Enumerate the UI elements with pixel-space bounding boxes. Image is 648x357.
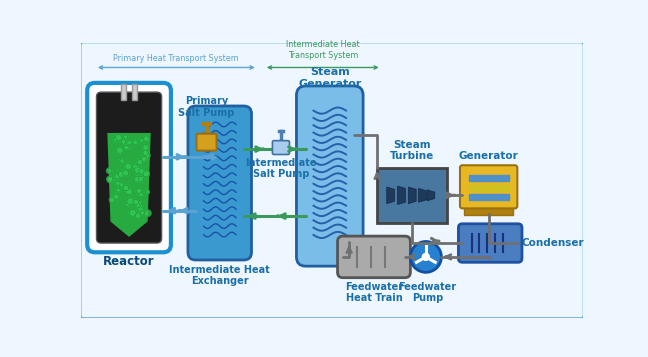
Circle shape (129, 209, 136, 216)
Circle shape (113, 194, 119, 199)
Circle shape (117, 171, 122, 176)
Text: Primary
Salt Pump: Primary Salt Pump (178, 96, 235, 117)
Circle shape (135, 176, 141, 182)
Circle shape (122, 170, 129, 176)
Circle shape (139, 204, 143, 208)
Circle shape (143, 145, 148, 150)
Circle shape (116, 181, 120, 185)
Text: Feedwater
Heat Train: Feedwater Heat Train (345, 282, 403, 303)
Text: Feedwater
Pump: Feedwater Pump (399, 282, 456, 303)
Circle shape (127, 198, 134, 205)
Circle shape (110, 197, 115, 202)
Polygon shape (408, 187, 416, 203)
Circle shape (143, 151, 148, 157)
FancyBboxPatch shape (87, 83, 171, 252)
Text: Condenser: Condenser (522, 238, 584, 248)
Circle shape (135, 203, 140, 207)
FancyBboxPatch shape (460, 165, 517, 208)
Circle shape (145, 210, 151, 216)
Circle shape (126, 188, 132, 195)
Circle shape (422, 253, 430, 260)
Circle shape (139, 169, 145, 174)
Circle shape (126, 203, 130, 207)
Text: Generator: Generator (459, 151, 518, 161)
Circle shape (125, 163, 132, 170)
Polygon shape (419, 188, 426, 202)
Polygon shape (427, 190, 435, 201)
Circle shape (141, 156, 147, 162)
Circle shape (119, 182, 124, 187)
Circle shape (133, 164, 138, 169)
Circle shape (140, 211, 145, 215)
Circle shape (126, 145, 131, 150)
FancyBboxPatch shape (296, 86, 363, 266)
Circle shape (121, 140, 126, 144)
Circle shape (139, 139, 143, 142)
Circle shape (135, 213, 141, 218)
Circle shape (133, 199, 139, 205)
Circle shape (116, 188, 121, 192)
Polygon shape (398, 186, 406, 205)
Circle shape (122, 140, 126, 145)
FancyBboxPatch shape (132, 84, 137, 100)
Circle shape (120, 159, 124, 163)
Circle shape (117, 147, 123, 154)
Circle shape (106, 168, 112, 174)
Circle shape (108, 178, 114, 183)
Circle shape (138, 176, 144, 182)
FancyBboxPatch shape (188, 106, 251, 260)
Circle shape (135, 200, 141, 206)
Circle shape (137, 188, 142, 193)
FancyBboxPatch shape (458, 224, 522, 262)
FancyBboxPatch shape (464, 206, 513, 215)
Polygon shape (108, 133, 151, 237)
Circle shape (139, 211, 143, 215)
FancyBboxPatch shape (121, 84, 126, 100)
Circle shape (144, 136, 149, 142)
FancyBboxPatch shape (80, 42, 584, 318)
Polygon shape (387, 187, 395, 203)
Circle shape (123, 185, 129, 191)
Circle shape (115, 174, 120, 179)
Circle shape (118, 171, 124, 177)
Circle shape (115, 135, 122, 141)
Circle shape (124, 135, 128, 139)
Text: Steam
Turbine: Steam Turbine (390, 140, 434, 161)
Text: Reactor: Reactor (103, 255, 155, 268)
Circle shape (137, 159, 143, 165)
FancyBboxPatch shape (97, 92, 161, 243)
Text: Intermediate Heat
Exchanger: Intermediate Heat Exchanger (169, 265, 270, 286)
Text: Steam
Generator: Steam Generator (298, 67, 362, 89)
FancyBboxPatch shape (377, 167, 447, 223)
Text: Intermediate Heat
Transport System: Intermediate Heat Transport System (286, 40, 360, 60)
Circle shape (124, 145, 128, 150)
Text: Intermediate
Salt Pump: Intermediate Salt Pump (245, 157, 317, 179)
Circle shape (145, 153, 150, 158)
Circle shape (113, 137, 118, 142)
FancyBboxPatch shape (272, 141, 290, 155)
Circle shape (143, 171, 150, 177)
Circle shape (137, 206, 143, 211)
Circle shape (127, 140, 132, 145)
Circle shape (139, 193, 143, 197)
Circle shape (145, 190, 150, 194)
Circle shape (133, 140, 138, 145)
Circle shape (410, 241, 441, 272)
FancyBboxPatch shape (338, 236, 410, 278)
FancyBboxPatch shape (196, 134, 216, 151)
Circle shape (107, 176, 113, 182)
Circle shape (135, 167, 141, 174)
Text: Primary Heat Transport System: Primary Heat Transport System (113, 54, 239, 63)
Circle shape (143, 150, 148, 155)
